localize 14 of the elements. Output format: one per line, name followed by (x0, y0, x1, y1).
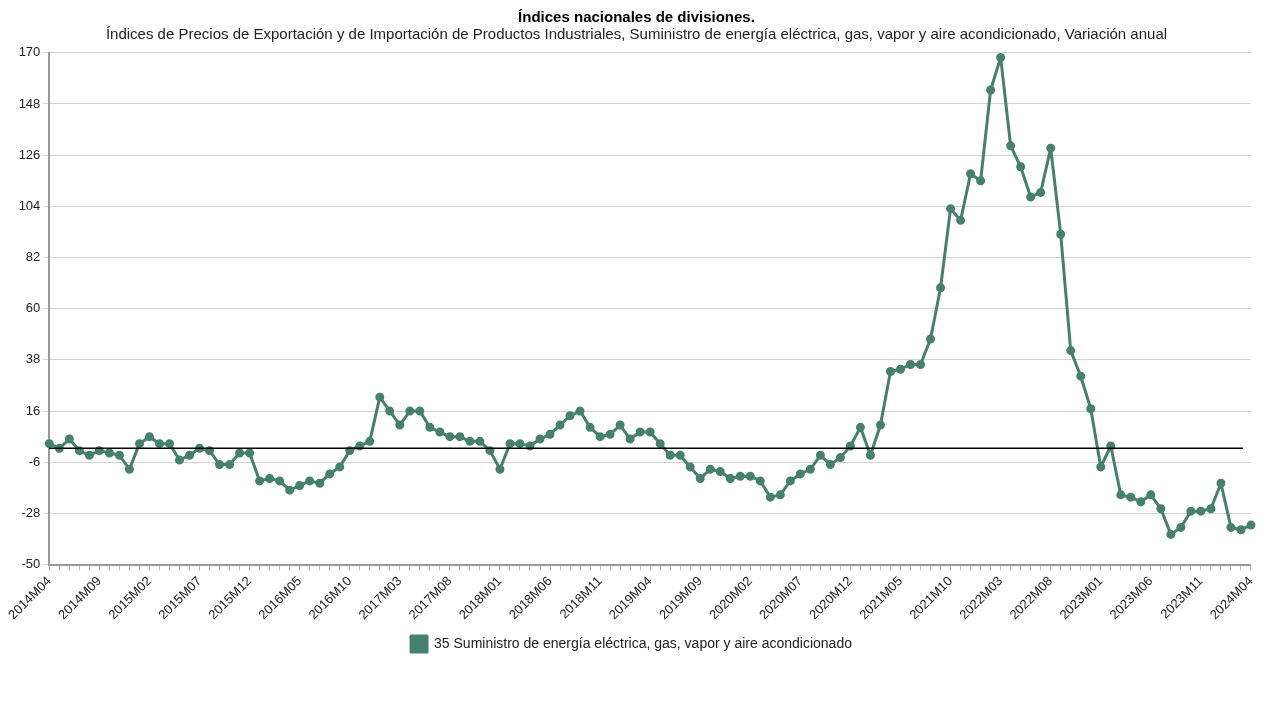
y-tick-label: 82 (25, 249, 41, 265)
chart-title: Índices nacionales de divisiones. (517, 8, 756, 25)
y-tick-label: 126 (18, 146, 41, 162)
legend-label: 35 Suministro de energía eléctrica, gas, vapor y aire acondicionado (434, 634, 853, 651)
chart-subtitle: Índices de Precios de Exportación y de Importación de Productos Industriales, Suministro de energía eléctrica, gas, vapor y aire acondicionado, Variación anual (104, 25, 1169, 42)
y-tick-label: 38 (25, 351, 41, 367)
y-tick-label: 148 (18, 95, 41, 111)
y-tick-label: 104 (18, 197, 41, 213)
y-tick-label: -28 (21, 505, 41, 521)
y-tick-label: 60 (25, 300, 41, 316)
y-tick-label: -6 (28, 453, 41, 469)
y-tick-label: 170 (18, 44, 41, 60)
y-tick-label: -50 (21, 556, 41, 572)
y-tick-label: 16 (25, 402, 41, 418)
